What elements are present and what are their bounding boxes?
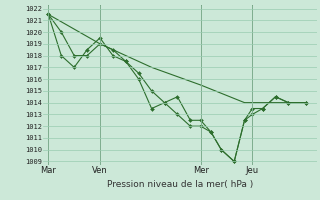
X-axis label: Pression niveau de la mer( hPa ): Pression niveau de la mer( hPa ) bbox=[107, 180, 253, 189]
